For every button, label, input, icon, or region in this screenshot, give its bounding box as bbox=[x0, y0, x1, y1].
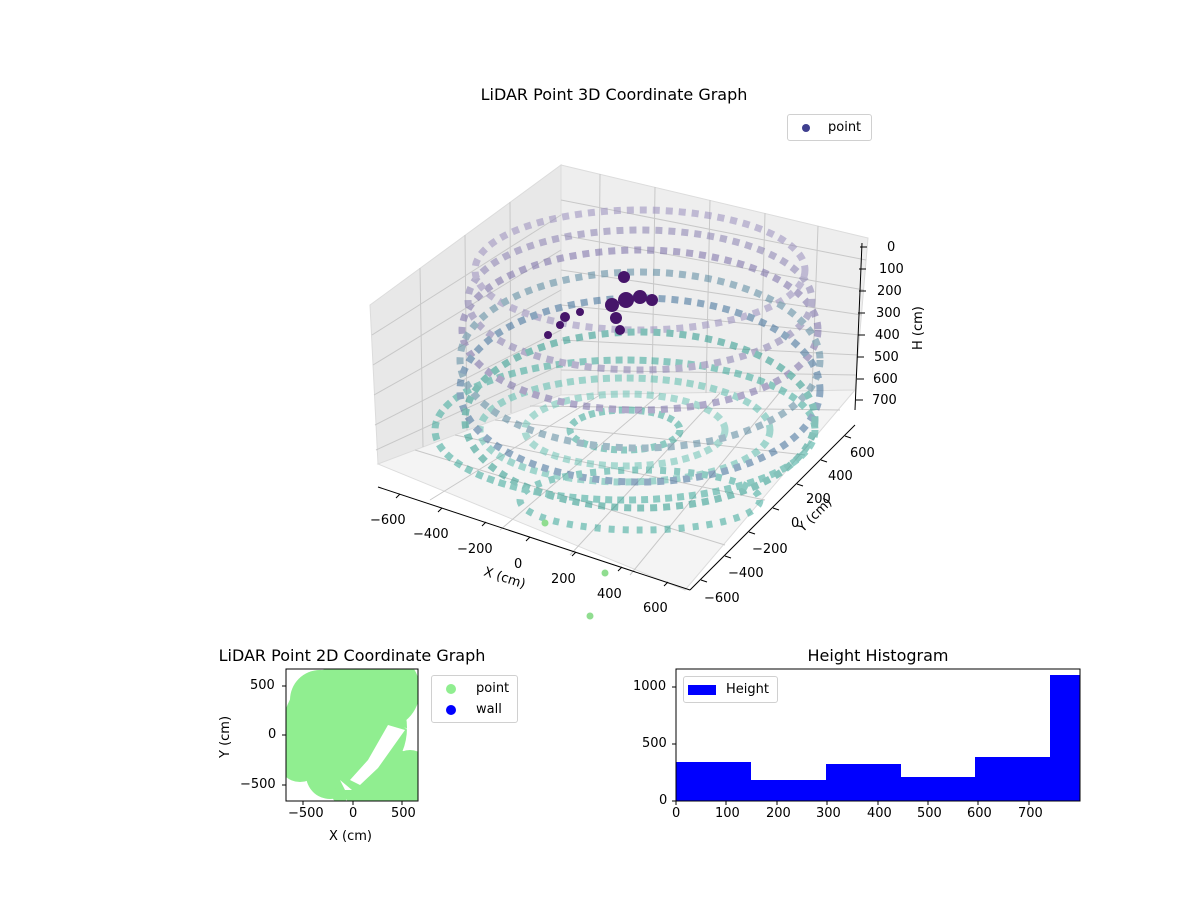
legend-label-height: Height bbox=[726, 682, 769, 697]
z-tick: 400 bbox=[875, 328, 900, 343]
plot2d-legend: point wall bbox=[431, 675, 519, 723]
z-axis-label: H (cm) bbox=[911, 306, 926, 350]
legend-marker-wall bbox=[446, 704, 456, 715]
legend-item-point: point bbox=[434, 678, 509, 699]
hist-x-tick: 0 bbox=[672, 806, 681, 821]
x-tick: −200 bbox=[457, 542, 493, 557]
y-tick: 600 bbox=[850, 446, 875, 461]
histogram-title: Height Histogram bbox=[807, 646, 949, 665]
y-tick: −400 bbox=[728, 566, 764, 581]
y-tick: 0 bbox=[791, 516, 800, 531]
z-tick: 600 bbox=[873, 372, 898, 387]
hist-x-tick: 400 bbox=[867, 806, 892, 821]
x-tick: −400 bbox=[413, 527, 449, 542]
y-tick: 400 bbox=[828, 469, 853, 484]
plot2d-title: LiDAR Point 2D Coordinate Graph bbox=[218, 646, 486, 665]
z-tick: 700 bbox=[872, 393, 897, 408]
hist-x-tick: 500 bbox=[917, 806, 942, 821]
z-tick: 300 bbox=[876, 306, 901, 321]
hist-y-tick: 1000 bbox=[633, 679, 667, 694]
hist-x-tick: 600 bbox=[967, 806, 992, 821]
plot3d-canvas bbox=[369, 164, 869, 620]
histogram-legend: Height bbox=[683, 676, 778, 703]
hist-bar bbox=[901, 777, 975, 801]
hist-x-tick: 100 bbox=[715, 806, 740, 821]
plot3d-title: LiDAR Point 3D Coordinate Graph bbox=[480, 85, 748, 104]
y2d-tick: 500 bbox=[250, 678, 275, 693]
z-tick: 0 bbox=[887, 240, 896, 255]
y-tick: −200 bbox=[752, 542, 788, 557]
axis-lines bbox=[377, 242, 863, 591]
legend-marker-point bbox=[446, 683, 456, 694]
legend-item-height: Height bbox=[688, 679, 769, 700]
y2d-axis-label: Y (cm) bbox=[218, 715, 233, 758]
hist-bar bbox=[975, 757, 1050, 801]
hist-bar bbox=[1050, 675, 1080, 801]
z-tick: 200 bbox=[877, 284, 902, 299]
dense-cluster bbox=[544, 271, 658, 339]
z-tick: 100 bbox=[879, 262, 904, 277]
x2d-tick: 500 bbox=[391, 806, 416, 821]
y-tick: 200 bbox=[806, 492, 831, 507]
scatter-2d-points bbox=[286, 669, 418, 801]
legend-label-wall: wall bbox=[476, 702, 502, 717]
z-tick: 500 bbox=[874, 350, 899, 365]
y2d-tick: 0 bbox=[268, 727, 277, 742]
x-tick: 400 bbox=[597, 587, 622, 602]
legend-marker-height bbox=[688, 684, 716, 695]
legend-label-point: point bbox=[476, 681, 510, 696]
x2d-axis-label: X (cm) bbox=[329, 829, 372, 844]
point-cloud bbox=[431, 206, 824, 534]
x2d-tick: 0 bbox=[349, 806, 358, 821]
y-tick: −600 bbox=[704, 591, 740, 606]
hist-bar bbox=[751, 780, 826, 801]
hist-y-tick: 500 bbox=[642, 736, 667, 751]
pane-floor bbox=[376, 389, 857, 591]
hist-y-tick: 0 bbox=[659, 793, 668, 808]
legend-label-point: point bbox=[828, 120, 862, 135]
y2d-tick: −500 bbox=[240, 777, 276, 792]
x2d-tick: −500 bbox=[288, 806, 324, 821]
hist-x-tick: 700 bbox=[1018, 806, 1043, 821]
x-tick: 0 bbox=[514, 557, 523, 572]
hist-x-tick: 200 bbox=[766, 806, 791, 821]
x-tick: 200 bbox=[551, 572, 576, 587]
hist-x-tick: 300 bbox=[816, 806, 841, 821]
hist-bar bbox=[676, 762, 751, 801]
x-tick: −600 bbox=[370, 513, 406, 528]
legend-marker-point bbox=[802, 123, 810, 132]
x-tick: 600 bbox=[643, 601, 668, 616]
legend-item-wall: wall bbox=[434, 699, 509, 720]
hist-bar bbox=[826, 764, 901, 801]
plot3d-legend: point bbox=[787, 114, 873, 141]
scatter-2d-gap bbox=[340, 725, 418, 790]
legend-item-point: point bbox=[790, 117, 861, 138]
